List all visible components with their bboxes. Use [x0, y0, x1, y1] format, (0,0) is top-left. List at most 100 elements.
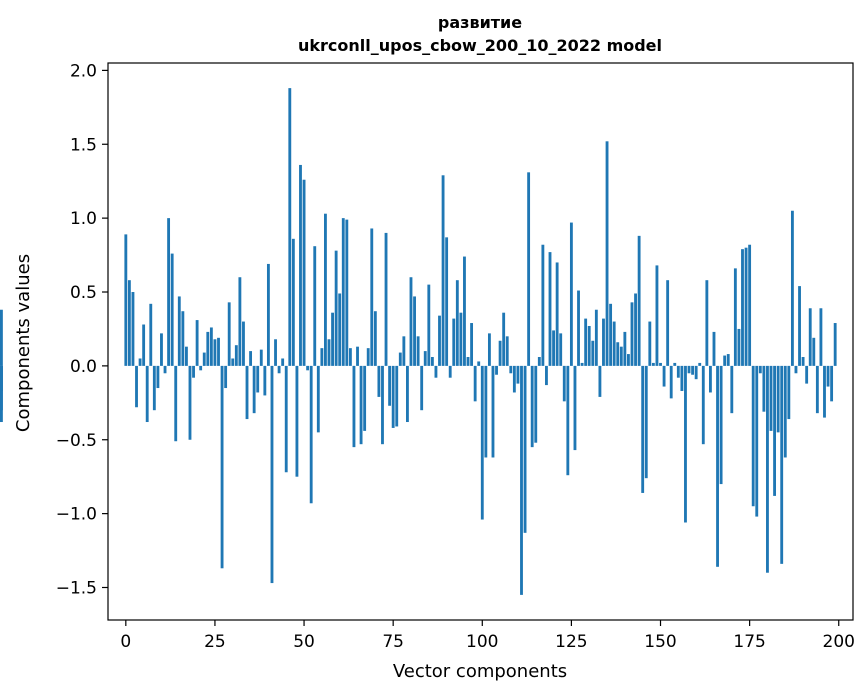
bar [306, 365, 310, 371]
bar [801, 357, 805, 366]
x-tick-label: 125 [555, 632, 587, 652]
bar [591, 340, 595, 366]
bar [609, 303, 613, 366]
bar [291, 238, 295, 366]
bar [231, 358, 235, 366]
bar [174, 365, 178, 442]
bar [651, 362, 655, 366]
bar [131, 292, 135, 366]
bar [577, 290, 580, 366]
bar [177, 296, 181, 366]
bar [659, 362, 662, 366]
bar [309, 365, 313, 504]
bar [509, 365, 513, 374]
bar [316, 365, 320, 433]
bar [327, 339, 331, 366]
bar [495, 365, 498, 375]
bar [324, 213, 327, 366]
x-tick-label: 150 [644, 632, 676, 652]
x-axis-label: Vector components [393, 661, 567, 682]
bar [676, 365, 680, 378]
bar [391, 365, 395, 428]
bar [220, 365, 224, 569]
bar [334, 250, 338, 366]
bar [124, 234, 128, 366]
bar [331, 312, 334, 366]
bar [427, 284, 431, 366]
bar [648, 321, 652, 366]
bar [637, 235, 641, 366]
bar [170, 253, 174, 366]
y-axis-label: Components values [13, 254, 34, 432]
bar [188, 365, 192, 440]
bar [441, 175, 445, 366]
y-tick-label: −1.0 [56, 505, 97, 525]
bar [612, 321, 616, 366]
y-tick-label: −0.5 [56, 431, 97, 451]
bar [227, 302, 231, 366]
bar [815, 365, 819, 414]
bar [623, 331, 627, 366]
bar [644, 365, 648, 479]
bar [701, 365, 705, 445]
bar [363, 365, 367, 431]
bar [206, 331, 210, 366]
bar [616, 342, 620, 366]
bar [245, 365, 249, 420]
bar [338, 293, 342, 366]
bar [463, 256, 466, 366]
bar [655, 265, 659, 366]
bar [808, 308, 812, 366]
bar [748, 244, 752, 366]
bar [0, 309, 3, 366]
bar [723, 355, 727, 366]
bar [359, 365, 363, 445]
bar [691, 365, 695, 375]
bar [516, 365, 520, 384]
bar [366, 348, 370, 366]
bar [209, 327, 213, 366]
chart-subtitle: ukrconll_upos_cbow_200_10_2022 model [298, 36, 662, 55]
bar [826, 365, 830, 387]
bar [712, 331, 716, 366]
bar [730, 365, 734, 414]
bar [395, 365, 399, 427]
bar [242, 321, 245, 366]
bar [185, 346, 188, 366]
bar [277, 365, 281, 374]
bar [370, 228, 374, 366]
bar [744, 247, 748, 366]
bar [687, 365, 691, 374]
bar [181, 311, 185, 366]
bar [569, 222, 573, 366]
bar [345, 219, 349, 366]
bar [534, 365, 538, 443]
bar [634, 293, 637, 366]
y-axis-ticks: −1.5 −1.0 −0.5 0.0 0.5 1.0 1.5 2.0 [56, 61, 108, 598]
bar [156, 365, 160, 389]
bar [705, 280, 709, 366]
bar [566, 365, 570, 476]
bar [773, 365, 776, 496]
x-axis-ticks: 0 25 50 75 100 125 150 175 200 [120, 620, 855, 652]
bar [138, 358, 142, 366]
bar [377, 365, 381, 397]
bar [384, 232, 388, 366]
plot-frame [107, 62, 854, 621]
bar [708, 365, 712, 393]
bar [199, 365, 203, 371]
bar [776, 365, 780, 433]
bar [520, 365, 523, 595]
bar [537, 357, 541, 366]
bar [259, 349, 263, 366]
bar [755, 365, 759, 517]
bar [381, 365, 384, 445]
bar [812, 337, 816, 366]
bar [594, 309, 598, 366]
bar [630, 302, 634, 366]
bar [666, 280, 670, 366]
bar [217, 337, 220, 366]
bar [758, 365, 762, 374]
bar [619, 346, 623, 366]
bar [484, 365, 488, 458]
